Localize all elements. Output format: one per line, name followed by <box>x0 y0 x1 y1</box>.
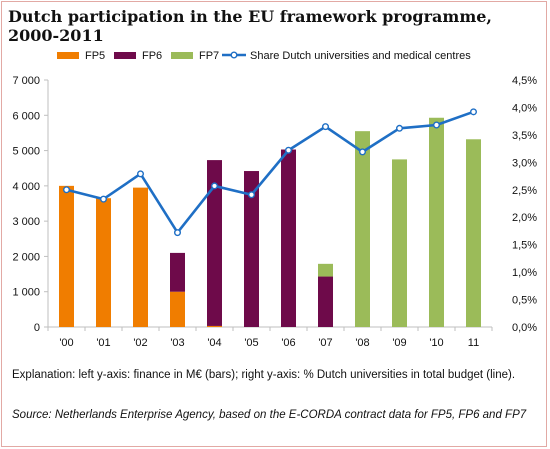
share-line <box>66 110 474 234</box>
y-right-tick-label: 2,5% <box>512 185 537 197</box>
bar-fp5-1 <box>96 198 111 327</box>
share-line-point-10 <box>433 121 441 129</box>
share-line-point-9 <box>396 124 404 132</box>
bar-fp6-4 <box>207 160 222 326</box>
bar-fp6-3 <box>170 252 185 292</box>
x-tick-label: '02 <box>133 337 147 349</box>
x-tick-label: '07 <box>318 337 332 349</box>
y-left-tick-label: 4 000 <box>12 181 40 193</box>
bar-fp6-6 <box>281 149 296 327</box>
y-left-tick-label: 0 <box>34 322 40 334</box>
share-line-point-11 <box>470 108 478 116</box>
chart-explanation: Explanation: left y-axis: finance in M€ … <box>12 369 516 381</box>
y-left-tick-label: 5 000 <box>12 146 40 158</box>
y-right-tick-label: 3,0% <box>512 157 537 169</box>
bar-fp5-4 <box>207 325 222 327</box>
y-left-tick-label: 7 000 <box>12 75 40 87</box>
y-right-tick-label: 2,0% <box>512 212 537 224</box>
bar-fp7-10 <box>429 117 444 328</box>
bar-fp6-5 <box>244 171 259 327</box>
y-left-tick-label: 2 000 <box>12 251 40 263</box>
x-tick-label: '04 <box>207 337 221 349</box>
x-tick-label: '08 <box>355 337 369 349</box>
legend-label-fp6: FP6 <box>142 50 162 62</box>
share-line-point-1 <box>99 195 107 203</box>
share-line-point-7 <box>322 123 330 131</box>
legend-marker-share <box>230 51 238 59</box>
x-tick-label: '03 <box>170 337 184 349</box>
bar-fp5-0 <box>59 185 74 327</box>
share-line-point-4 <box>210 182 218 190</box>
legend-label-fp5: FP5 <box>85 50 105 62</box>
y-left-tick-label: 6 000 <box>12 110 40 122</box>
chart-title-line1: Dutch participation in the EU framework … <box>8 7 492 26</box>
x-tick-label: '01 <box>96 337 110 349</box>
share-line-point-5 <box>247 191 255 199</box>
bar-fp5-3 <box>170 291 185 327</box>
chart-source: Source: Netherlands Enterprise Agency, b… <box>12 409 527 421</box>
bar-fp7-8 <box>355 131 370 327</box>
chart-title-line2: 2000-2011 <box>8 26 104 45</box>
x-tick-label: '05 <box>244 337 258 349</box>
y-left-tick-label: 3 000 <box>12 216 40 228</box>
share-line-point-8 <box>359 148 367 156</box>
share-line-point-0 <box>63 186 71 194</box>
legend-label-share: Share Dutch universities and medical cen… <box>250 50 471 62</box>
bar-fp5-2 <box>133 187 148 327</box>
bar-fp7-7 <box>318 263 333 277</box>
x-tick-label: '06 <box>281 337 295 349</box>
y-right-tick-label: 0,0% <box>512 322 537 334</box>
chart-title: Dutch participation in the EU framework … <box>8 7 528 45</box>
legend-swatch-fp6 <box>114 52 136 59</box>
x-tick-label: '09 <box>392 337 406 349</box>
y-right-tick-label: 1,0% <box>512 267 537 279</box>
legend-swatch-fp7 <box>171 52 193 59</box>
y-right-tick-label: 1,5% <box>512 240 537 252</box>
x-tick-label: 11 <box>468 337 479 349</box>
x-tick-label: '10 <box>429 337 443 349</box>
y-left-tick-label: 1 000 <box>12 287 40 299</box>
y-right-tick-label: 4,0% <box>512 102 537 114</box>
bar-fp6-7 <box>318 276 333 327</box>
legend-swatch-fp5 <box>57 52 79 59</box>
bar-fp7-9 <box>392 159 407 327</box>
share-line-point-6 <box>285 146 293 154</box>
y-right-tick-label: 4,5% <box>512 75 537 87</box>
y-right-tick-label: 3,5% <box>512 130 537 142</box>
x-tick-label: '00 <box>59 337 73 349</box>
y-right-tick-label: 0,5% <box>512 295 537 307</box>
bar-fp7-11 <box>466 139 481 327</box>
share-line-point-3 <box>173 229 181 237</box>
legend-label-fp7: FP7 <box>199 50 219 62</box>
share-line-point-2 <box>136 170 144 178</box>
